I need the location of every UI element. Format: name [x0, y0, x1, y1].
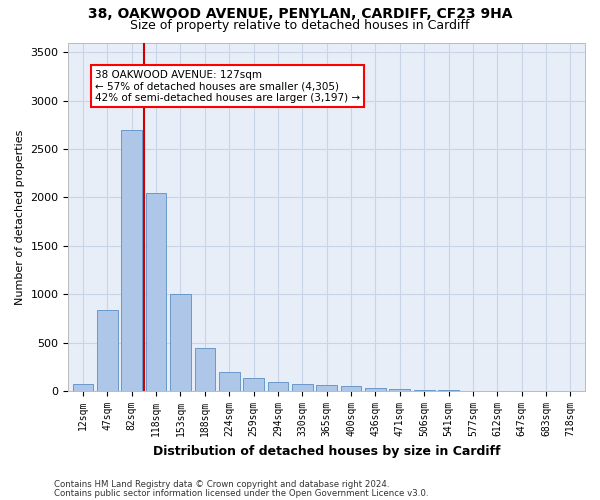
Text: 38 OAKWOOD AVENUE: 127sqm
← 57% of detached houses are smaller (4,305)
42% of se: 38 OAKWOOD AVENUE: 127sqm ← 57% of detac… — [95, 70, 361, 103]
Bar — [97, 310, 118, 391]
Bar — [292, 384, 313, 391]
Bar — [438, 390, 459, 391]
Text: 38, OAKWOOD AVENUE, PENYLAN, CARDIFF, CF23 9HA: 38, OAKWOOD AVENUE, PENYLAN, CARDIFF, CF… — [88, 8, 512, 22]
Text: Contains public sector information licensed under the Open Government Licence v3: Contains public sector information licen… — [54, 489, 428, 498]
Bar — [73, 384, 94, 391]
Bar — [194, 348, 215, 391]
Text: Size of property relative to detached houses in Cardiff: Size of property relative to detached ho… — [130, 19, 470, 32]
Text: Contains HM Land Registry data © Crown copyright and database right 2024.: Contains HM Land Registry data © Crown c… — [54, 480, 389, 489]
Bar — [170, 294, 191, 391]
Bar — [219, 372, 239, 391]
Bar — [121, 130, 142, 391]
Bar — [341, 386, 361, 391]
Bar — [243, 378, 264, 391]
X-axis label: Distribution of detached houses by size in Cardiff: Distribution of detached houses by size … — [153, 444, 500, 458]
Y-axis label: Number of detached properties: Number of detached properties — [15, 129, 25, 304]
Bar — [146, 192, 166, 391]
Bar — [389, 390, 410, 391]
Bar — [365, 388, 386, 391]
Bar — [316, 385, 337, 391]
Bar — [414, 390, 434, 391]
Bar — [268, 382, 289, 391]
